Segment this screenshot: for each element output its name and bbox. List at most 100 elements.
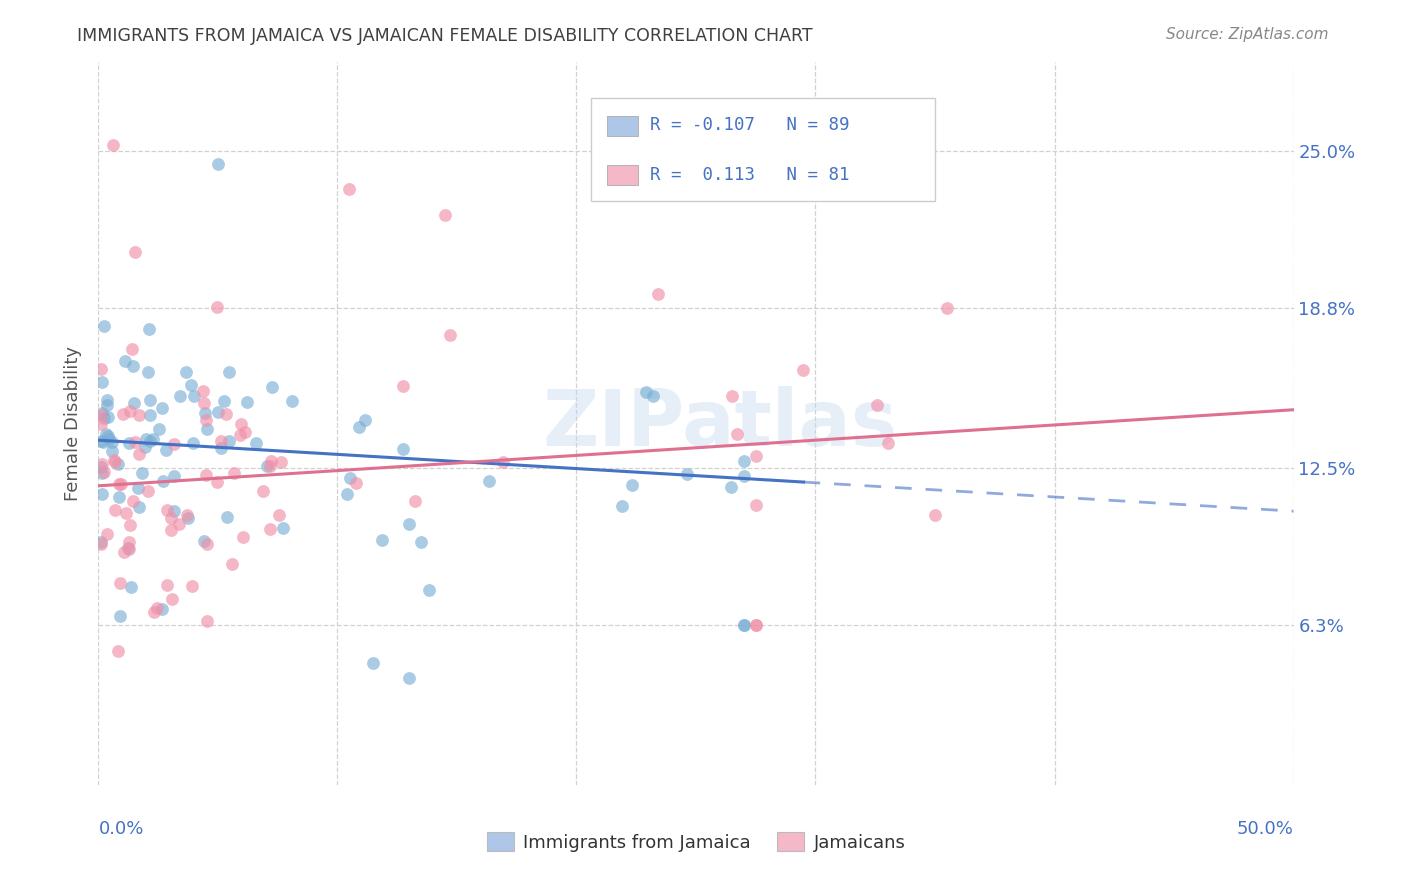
Point [97, 433, 120, 447]
Point [143, 605, 166, 619]
Point [150, 601, 173, 615]
Point [108, 477, 131, 491]
Point [159, 511, 181, 525]
Point [97, 429, 120, 443]
Point [181, 436, 204, 450]
Point [209, 434, 232, 448]
Point [163, 469, 186, 483]
Point [122, 396, 145, 410]
Point [676, 467, 699, 481]
Point [363, 657, 385, 671]
Point [336, 487, 359, 501]
Point [195, 422, 218, 436]
Point [439, 328, 461, 343]
Point [221, 557, 243, 571]
Legend: Immigrants from Jamaica, Jamaicans: Immigrants from Jamaica, Jamaicans [479, 825, 912, 859]
Point [120, 580, 142, 594]
Point [733, 453, 755, 467]
Point [108, 575, 131, 590]
Point [174, 366, 197, 380]
Point [195, 615, 218, 629]
Point [152, 475, 174, 489]
Point [391, 379, 413, 393]
Text: 50.0%: 50.0% [1237, 820, 1294, 838]
Point [641, 389, 664, 403]
Point [733, 618, 755, 632]
Point [194, 467, 217, 482]
Point [134, 440, 156, 454]
Point [745, 618, 768, 632]
Point [207, 157, 229, 171]
Text: IMMIGRANTS FROM JAMAICA VS JAMAICAN FEMALE DISABILITY CORRELATION CHART: IMMIGRANTS FROM JAMAICA VS JAMAICAN FEMA… [77, 27, 813, 45]
Point [792, 363, 814, 377]
Point [620, 477, 643, 491]
Point [163, 504, 186, 518]
Point [100, 444, 122, 458]
Point [139, 392, 162, 407]
Point [156, 503, 179, 517]
Point [122, 493, 145, 508]
Point [229, 417, 252, 432]
Point [194, 412, 217, 426]
Point [176, 508, 198, 522]
Point [936, 301, 959, 316]
Text: 0.0%: 0.0% [98, 820, 143, 838]
Point [108, 608, 131, 623]
Point [733, 469, 755, 483]
Point [97, 410, 120, 425]
Point [207, 405, 229, 419]
Text: ZIPatlas: ZIPatlas [543, 385, 897, 462]
Point [209, 441, 232, 455]
Point [256, 458, 278, 473]
Point [146, 601, 169, 615]
Point [90, 408, 112, 422]
Point [267, 508, 290, 523]
Point [177, 511, 200, 525]
Point [114, 354, 136, 368]
Point [215, 407, 238, 421]
Point [745, 498, 768, 512]
Point [232, 530, 254, 544]
Point [121, 359, 143, 373]
Point [180, 378, 202, 392]
Point [205, 300, 228, 314]
Point [353, 413, 375, 427]
Point [118, 517, 141, 532]
Point [163, 437, 186, 451]
Point [139, 408, 162, 422]
Point [194, 406, 217, 420]
Point [270, 455, 292, 469]
Point [252, 484, 274, 499]
Point [135, 432, 157, 446]
Point [725, 427, 748, 442]
Point [150, 401, 173, 415]
Point [96, 393, 118, 408]
Point [90, 362, 112, 376]
Point [107, 457, 129, 471]
Point [104, 503, 127, 517]
Point [339, 470, 361, 484]
Point [339, 182, 361, 196]
Point [103, 138, 125, 153]
Point [124, 435, 146, 450]
Point [138, 434, 160, 448]
Point [235, 395, 257, 409]
Point [148, 422, 170, 436]
Point [128, 409, 150, 423]
Point [492, 454, 515, 468]
Point [745, 449, 768, 463]
Point [90, 537, 112, 551]
Point [90, 417, 112, 432]
Point [138, 322, 160, 336]
Point [347, 420, 370, 434]
Point [262, 380, 284, 394]
Y-axis label: Female Disability: Female Disability [65, 346, 83, 501]
Point [218, 365, 240, 379]
Point [720, 480, 742, 494]
Point [131, 466, 153, 480]
Text: Source: ZipAtlas.com: Source: ZipAtlas.com [1166, 27, 1329, 42]
Point [610, 500, 633, 514]
Point [124, 245, 146, 260]
Point [404, 494, 426, 508]
Point [169, 389, 191, 403]
